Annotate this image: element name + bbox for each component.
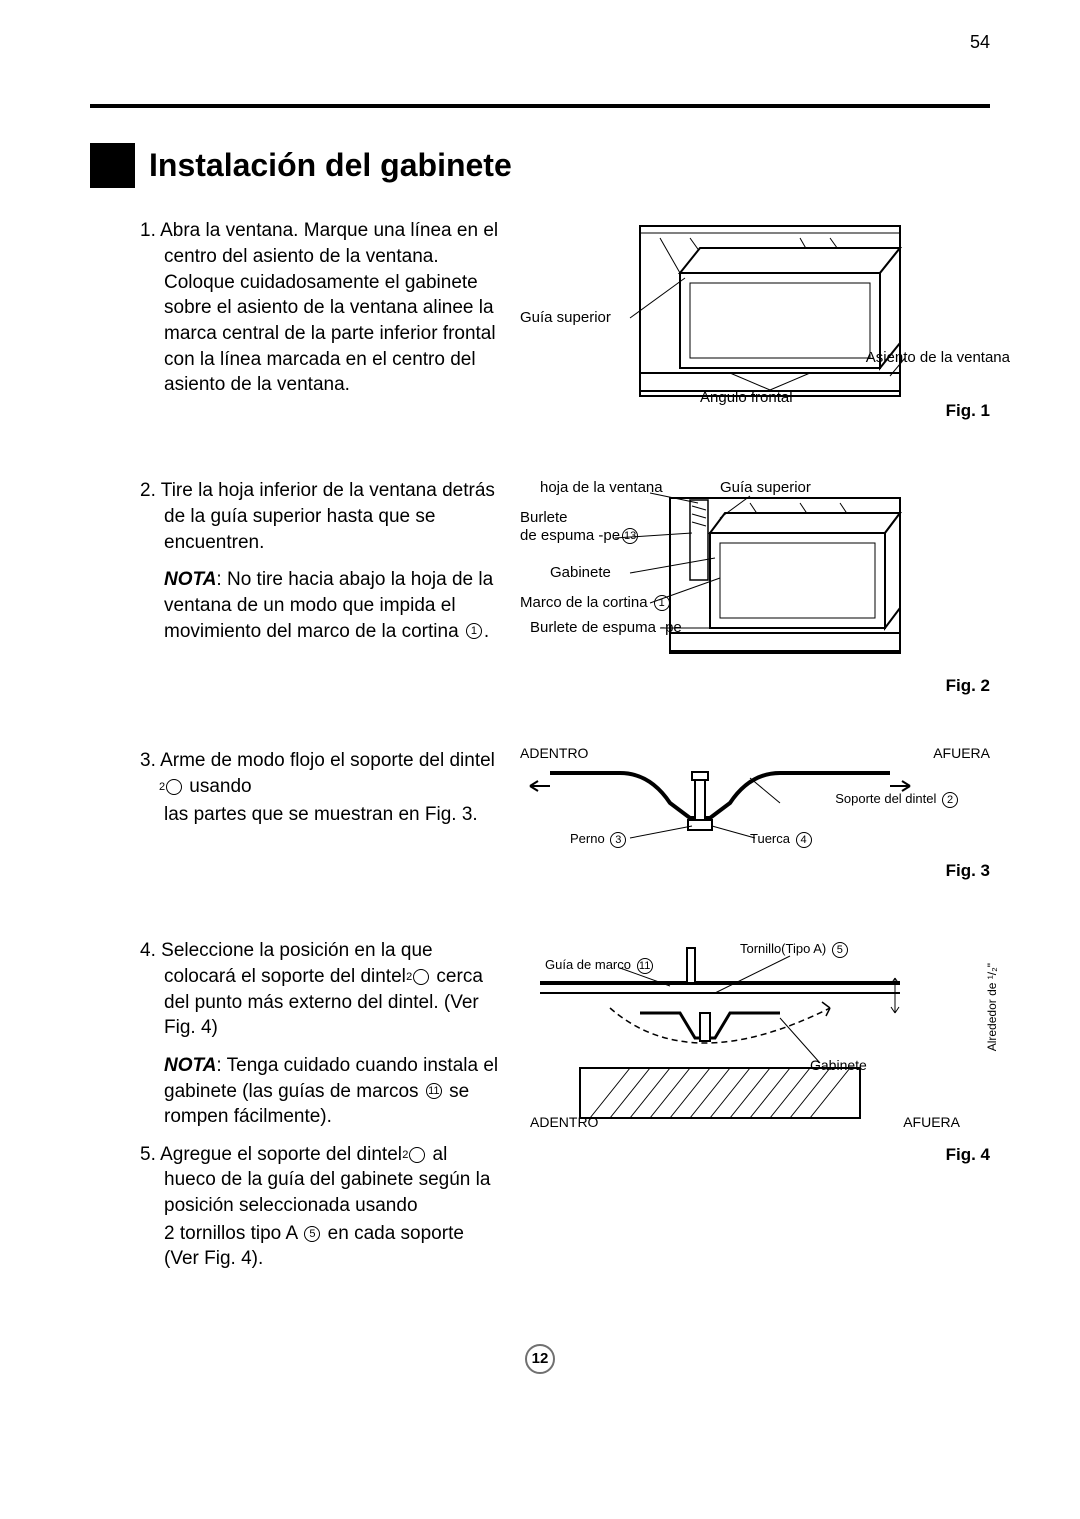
figure-2: hoja de la ventana Guía superior Burlete… bbox=[520, 478, 990, 688]
label-guia-marco: Guía de marco 11 bbox=[545, 956, 655, 974]
page-number-bottom: 12 bbox=[525, 1344, 555, 1374]
nota-label-2: NOTA bbox=[164, 569, 216, 590]
step-5-a: Agregue el soporte del dintel bbox=[160, 1144, 407, 1165]
circle-11: 11 bbox=[426, 1083, 442, 1099]
fig1-caption: Fig. 1 bbox=[946, 400, 990, 423]
step-4-a: Seleccione la posición en la que colocar… bbox=[161, 940, 432, 987]
nota-tail-2: . bbox=[484, 621, 489, 642]
step-3-c: las partes que se muestran en Fig. 3. bbox=[164, 804, 478, 825]
fig2-caption: Fig. 2 bbox=[946, 675, 990, 698]
title-row: Instalación del gabinete bbox=[90, 143, 990, 188]
step-1-body: Abra la ventana. Marque una línea en el … bbox=[160, 220, 498, 395]
page-title: Instalación del gabinete bbox=[149, 144, 512, 187]
label-gabinete2: Gabinete bbox=[550, 563, 611, 583]
step-3-num: 3. bbox=[140, 750, 156, 771]
step-4-num: 4. bbox=[140, 940, 156, 961]
step-1: 1. Abra la ventana. Marque una línea en … bbox=[90, 218, 990, 418]
step-2: 2. Tire la hoja inferior de la ventana d… bbox=[90, 478, 990, 688]
step-2-text: 2. Tire la hoja inferior de la ventana d… bbox=[90, 478, 520, 656]
label-gabinete4: Gabinete bbox=[810, 1056, 867, 1075]
step-4-5: 4. Seleccione la posición en la que colo… bbox=[90, 938, 990, 1284]
fig3-caption: Fig. 3 bbox=[946, 860, 990, 883]
label-afuera3: AFUERA bbox=[933, 744, 990, 763]
step-5-c: 2 tornillos tipo A bbox=[164, 1223, 302, 1244]
label-asiento: Asiento de la ventana bbox=[866, 348, 1010, 368]
label-burlete2: Burlete de espuma -pe bbox=[530, 618, 682, 638]
label-marco: Marco de la cortina 1 bbox=[520, 593, 672, 613]
page-number-top: 54 bbox=[90, 30, 990, 54]
label-adentro3: ADENTRO bbox=[520, 744, 588, 763]
label-soporte3: Soporte del dintel 2 bbox=[835, 790, 960, 808]
label-afuera4: AFUERA bbox=[903, 1113, 960, 1132]
figure-3: ADENTRO AFUERA Soporte del dintel 2 Pern… bbox=[520, 748, 990, 878]
label-adentro4: ADENTRO bbox=[530, 1113, 598, 1132]
circle-5b: 5 bbox=[304, 1226, 320, 1242]
step-3: 3. Arme de modo flojo el soporte del din… bbox=[90, 748, 990, 878]
step-1-text: 1. Abra la ventana. Marque una línea en … bbox=[90, 218, 520, 409]
footer: 12 bbox=[90, 1344, 990, 1374]
label-espuma: de espuma -pe13 bbox=[520, 526, 640, 546]
step-5-num: 5. bbox=[140, 1144, 156, 1165]
label-angulo: Angulo frontal bbox=[700, 388, 793, 408]
step-2-num: 2. bbox=[140, 480, 156, 501]
step-3-a: Arme de modo flojo el soporte del dintel bbox=[160, 750, 495, 771]
label-tornillo: Tornillo(Tipo A) 5 bbox=[740, 940, 850, 958]
label-hoja: hoja de la ventana bbox=[540, 478, 663, 498]
fig4-caption: Fig. 4 bbox=[946, 1144, 990, 1167]
circle-2a: 2 bbox=[166, 779, 182, 795]
circle-4: 2 bbox=[413, 969, 429, 985]
label-alrededor: Alrededor de ¹/₂" bbox=[984, 963, 1000, 1051]
nota-label-4: NOTA bbox=[164, 1055, 216, 1076]
step-1-num: 1. bbox=[140, 220, 156, 241]
step-4-5-text: 4. Seleccione la posición en la que colo… bbox=[90, 938, 520, 1284]
figure-1: Guía superior Asiento de la ventana Angu… bbox=[520, 218, 990, 418]
figure-4: Guía de marco 11 Tornillo(Tipo A) 5 Alre… bbox=[520, 938, 990, 1168]
circle-1: 1 bbox=[466, 623, 482, 639]
label-guia-superior: Guía superior bbox=[520, 308, 611, 328]
step-2-body: Tire la hoja inferior de la ventana detr… bbox=[161, 480, 495, 552]
label-perno3: Perno 3 bbox=[570, 830, 628, 848]
step-3-b: usando bbox=[184, 776, 252, 797]
title-block bbox=[90, 143, 135, 188]
circle-5a: 2 bbox=[409, 1147, 425, 1163]
label-guia-sup2: Guía superior bbox=[720, 478, 811, 498]
step-3-text: 3. Arme de modo flojo el soporte del din… bbox=[90, 748, 520, 839]
top-rule bbox=[90, 104, 990, 108]
label-tuerca3: Tuerca 4 bbox=[750, 830, 814, 848]
